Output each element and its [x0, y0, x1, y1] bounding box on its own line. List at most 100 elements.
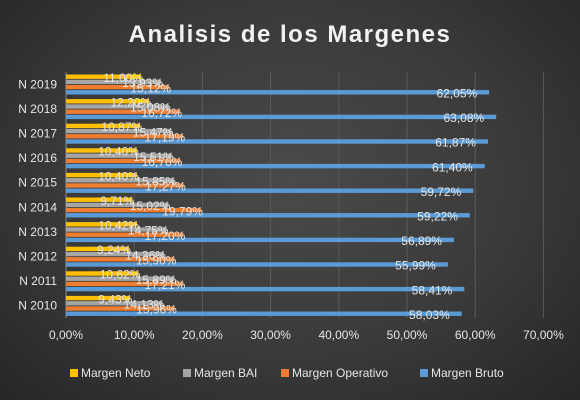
category-label: N 2014: [18, 200, 57, 214]
bar: [66, 183, 184, 188]
data-label: 16,72%: [141, 106, 182, 120]
data-label: 15,85%: [135, 175, 176, 189]
legend-swatch: [183, 369, 191, 377]
bar: [66, 99, 150, 104]
data-label: 17,27%: [145, 180, 186, 194]
bar: [66, 213, 470, 218]
legend-swatch: [420, 369, 428, 377]
x-tick-label: 0,00%: [49, 328, 83, 342]
bar: [66, 109, 181, 114]
legend-entry: Margen Operativo: [292, 366, 388, 380]
data-label: 10,42%: [98, 219, 139, 233]
category-label: N 2010: [18, 299, 57, 313]
data-label: 14,13%: [124, 298, 165, 312]
bar: [66, 123, 141, 129]
data-label: 13,93%: [122, 76, 163, 90]
bar: [66, 172, 137, 178]
bar: [66, 178, 175, 183]
bar: [66, 163, 485, 169]
data-label: 17,20%: [145, 229, 186, 243]
data-label: 15,90%: [136, 254, 177, 268]
data-label: 11,00%: [103, 71, 143, 85]
data-label: 58,41%: [412, 283, 453, 297]
bar: [66, 202, 169, 208]
data-label: 58,03%: [409, 308, 450, 322]
data-label: 10,87%: [101, 120, 142, 134]
x-tick-label: 50,00%: [387, 328, 428, 342]
bar: [66, 257, 175, 262]
bar: [66, 79, 162, 85]
data-label: 15,51%: [133, 150, 174, 164]
data-labels-layer: 9,43%14,13%15,96% 58,03% 10,62%15,89%17,21…: [97, 71, 485, 322]
data-label: 15,47%: [133, 125, 174, 139]
data-label: 9,24%: [97, 243, 131, 257]
category-label: N 2017: [18, 127, 57, 141]
data-label: 10,40%: [98, 169, 139, 183]
data-label: 17,21%: [145, 278, 186, 292]
data-label: 15,02%: [130, 199, 171, 213]
bar: [66, 222, 138, 227]
bar: [66, 295, 131, 301]
bar: [66, 139, 488, 144]
category-label: N 2016: [18, 151, 57, 165]
bar: [66, 128, 172, 134]
legend-entry: Margen Neto: [81, 366, 151, 380]
x-tick-label: 30,00%: [250, 328, 291, 342]
bar: [66, 90, 490, 95]
category-label: N 2018: [18, 102, 57, 116]
x-tick-label: 70,00%: [523, 328, 564, 342]
data-label: 15,12%: [130, 81, 171, 95]
data-label: 63,08%: [444, 111, 485, 125]
bar: [66, 276, 175, 281]
bars-layer: [66, 74, 497, 316]
bar: [66, 104, 169, 109]
value-axis: 0,00% 10,00% 20,00% 30,00% 40,00% 50,00% 60,00…: [49, 328, 564, 342]
bar: [66, 84, 170, 90]
legend-swatch: [70, 369, 78, 377]
category-label: N 2019: [18, 77, 57, 91]
bar: [66, 148, 137, 153]
category-label: N 2011: [19, 274, 57, 288]
data-label: 15,96%: [136, 303, 177, 317]
legend-entry: Margen Bruto: [431, 366, 504, 380]
bar: [66, 271, 139, 276]
data-label: 14,75%: [128, 224, 169, 238]
bar: [66, 134, 184, 139]
category-label: N 2013: [18, 225, 57, 239]
bar: [66, 153, 172, 158]
data-label: 59,72%: [421, 185, 462, 199]
legend-entry: Margen BAI: [194, 366, 257, 380]
bar: [66, 227, 167, 232]
bar: [66, 311, 462, 316]
bar: [66, 188, 474, 193]
legend-swatch: [281, 369, 289, 377]
data-label: 14,36%: [125, 248, 166, 262]
data-label: 10,40%: [98, 145, 139, 159]
x-tick-label: 20,00%: [182, 328, 223, 342]
bar: [66, 306, 175, 311]
data-label: 61,40%: [432, 160, 473, 174]
data-label: 59,22%: [417, 210, 458, 224]
data-label: 9,71%: [100, 194, 134, 208]
bar: [66, 281, 184, 287]
data-label: 62,05%: [436, 87, 477, 101]
data-label: 15,89%: [136, 273, 177, 287]
bar: [66, 286, 465, 292]
data-label: 56,89%: [401, 234, 442, 248]
data-label: 9,43%: [98, 292, 132, 306]
data-label: 61,87%: [435, 136, 476, 150]
grid-layer: [65, 72, 544, 318]
legend: Margen Neto Margen BAI Margen Operativo Mar…: [70, 366, 504, 380]
bar: [66, 74, 142, 79]
bar: [66, 232, 184, 237]
bar: [66, 251, 164, 257]
data-label: 19,79%: [162, 204, 203, 218]
bar: [66, 114, 497, 120]
data-label: 17,19%: [145, 131, 186, 145]
bar: [66, 237, 454, 243]
data-label: 12,20%: [111, 96, 152, 110]
chart-title: Analisis de los Margenes: [129, 21, 452, 48]
x-tick-label: 60,00%: [455, 328, 496, 342]
